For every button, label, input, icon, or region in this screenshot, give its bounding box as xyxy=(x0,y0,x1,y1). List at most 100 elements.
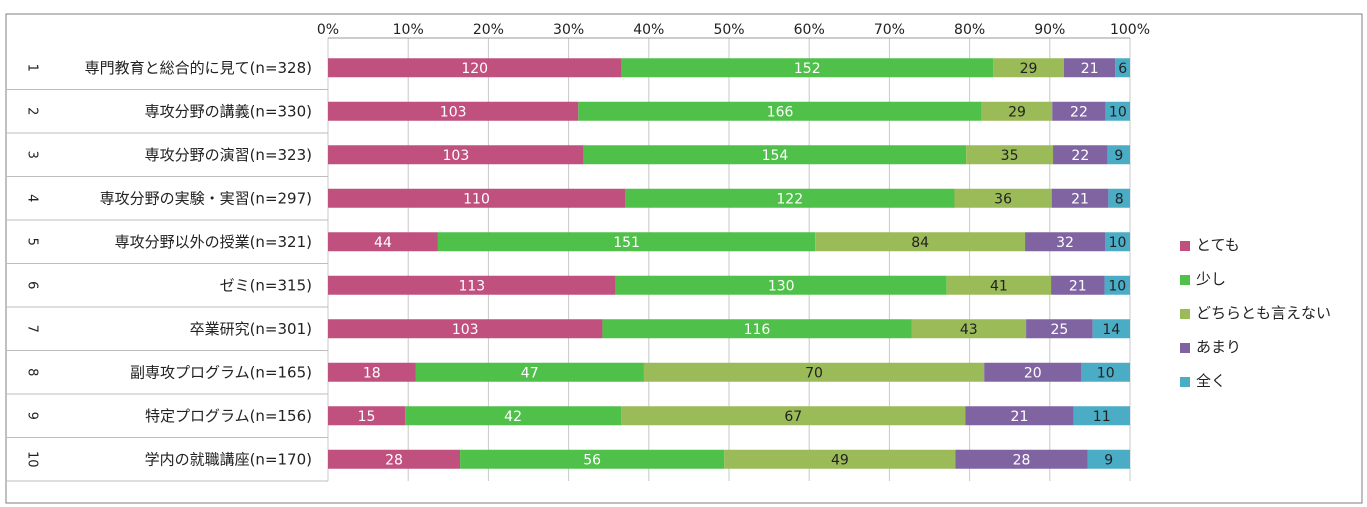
data-label: 130 xyxy=(768,278,795,294)
data-label: 28 xyxy=(1013,452,1031,468)
bar-segment xyxy=(625,188,955,208)
data-label: 8 xyxy=(1115,191,1124,207)
bar-segment xyxy=(954,188,1052,208)
data-label: 15 xyxy=(358,409,376,425)
bar-segment xyxy=(328,145,584,165)
row-number: 5 xyxy=(25,238,40,246)
x-tick-label: 50% xyxy=(713,22,744,38)
data-label: 29 xyxy=(1008,104,1026,120)
x-tick-label: 80% xyxy=(954,22,985,38)
bar-segment xyxy=(1025,232,1106,252)
data-label: 21 xyxy=(1011,409,1029,425)
row-number: 9 xyxy=(25,412,40,420)
data-label: 9 xyxy=(1104,452,1113,468)
data-label: 10 xyxy=(1108,278,1126,294)
row-number: 6 xyxy=(25,281,40,289)
legend-swatch xyxy=(1180,377,1190,387)
category-label: 卒業研究(n=301) xyxy=(190,320,312,338)
bar-segment xyxy=(965,406,1074,426)
legend-label: どちらとも言えない xyxy=(1196,304,1331,322)
bar-segment xyxy=(615,275,947,295)
legend-label: 少し xyxy=(1196,270,1226,288)
data-label: 103 xyxy=(440,104,467,120)
data-label: 6 xyxy=(1118,61,1127,77)
data-label: 20 xyxy=(1024,365,1042,381)
bar-segment xyxy=(583,145,967,165)
category-label: 専攻分野以外の授業(n=321) xyxy=(115,233,312,251)
bar-segment xyxy=(621,58,994,78)
x-tick-label: 10% xyxy=(393,22,424,38)
bar-segment xyxy=(328,362,416,382)
bar-segment xyxy=(602,319,912,339)
bar-segment xyxy=(328,232,438,252)
data-label: 84 xyxy=(911,235,929,251)
data-label: 11 xyxy=(1093,409,1111,425)
chart-frame xyxy=(5,13,1363,504)
bar-segment xyxy=(1115,58,1130,78)
x-tick-label: 70% xyxy=(874,22,905,38)
data-label: 9 xyxy=(1114,148,1123,164)
data-label: 21 xyxy=(1069,278,1087,294)
x-tick-label: 90% xyxy=(1034,22,1065,38)
bar-segment xyxy=(621,406,966,426)
bar-segment xyxy=(993,58,1064,78)
row-number: 4 xyxy=(25,194,40,202)
row-number: 7 xyxy=(25,325,40,333)
x-tick-label: 40% xyxy=(633,22,664,38)
bar-segment xyxy=(1087,449,1130,469)
data-label: 32 xyxy=(1056,235,1074,251)
data-label: 21 xyxy=(1081,61,1099,77)
bar-segment xyxy=(328,319,603,339)
bar-segment xyxy=(1053,145,1108,165)
data-label: 28 xyxy=(385,452,403,468)
data-label: 18 xyxy=(363,365,381,381)
bar-segment xyxy=(1108,188,1130,208)
data-label: 151 xyxy=(613,235,640,251)
bar-segment xyxy=(460,449,725,469)
data-label: 70 xyxy=(805,365,823,381)
bar-segment xyxy=(578,101,982,121)
row-number: 10 xyxy=(25,451,40,468)
data-label: 44 xyxy=(374,235,392,251)
bar-segment xyxy=(328,58,622,78)
bar-segment xyxy=(328,275,616,295)
data-label: 25 xyxy=(1050,322,1068,338)
bar-segment xyxy=(1073,406,1130,426)
category-label: 専攻分野の講義(n=330) xyxy=(145,102,312,120)
data-label: 22 xyxy=(1070,104,1088,120)
legend-swatch xyxy=(1180,343,1190,353)
category-label: 専攻分野の実験・実習(n=297) xyxy=(100,189,312,207)
category-label: 副専攻プログラム(n=165) xyxy=(130,363,312,381)
row-number: 1 xyxy=(25,64,40,72)
bar-segment xyxy=(405,406,622,426)
data-label: 116 xyxy=(744,322,771,338)
data-label: 10 xyxy=(1109,235,1127,251)
bar-segment xyxy=(984,362,1082,382)
x-tick-label: 20% xyxy=(473,22,504,38)
bar-segment xyxy=(1105,232,1130,252)
bar-segment xyxy=(966,145,1054,165)
category-label: ゼミ(n=315) xyxy=(220,276,312,294)
bar-segment xyxy=(1081,362,1130,382)
x-tick-label: 30% xyxy=(553,22,584,38)
legend-label: とても xyxy=(1196,236,1240,254)
category-label: 専攻分野の演習(n=323) xyxy=(145,146,312,164)
bar-segment xyxy=(1092,319,1130,339)
bar-segment xyxy=(1105,101,1130,121)
legend-swatch xyxy=(1180,275,1190,285)
data-label: 120 xyxy=(461,61,488,77)
row-number: 2 xyxy=(25,107,40,115)
category-label: 学内の就職講座(n=170) xyxy=(145,450,312,468)
bar-segment xyxy=(1026,319,1093,339)
data-label: 49 xyxy=(831,452,849,468)
data-label: 110 xyxy=(463,191,490,207)
data-label: 56 xyxy=(583,452,601,468)
data-label: 22 xyxy=(1071,148,1089,164)
data-label: 21 xyxy=(1071,191,1089,207)
bar-segment xyxy=(437,232,816,252)
data-label: 152 xyxy=(794,61,821,77)
bar-segment xyxy=(328,406,406,426)
data-label: 35 xyxy=(1001,148,1019,164)
bar-segment xyxy=(643,362,985,382)
